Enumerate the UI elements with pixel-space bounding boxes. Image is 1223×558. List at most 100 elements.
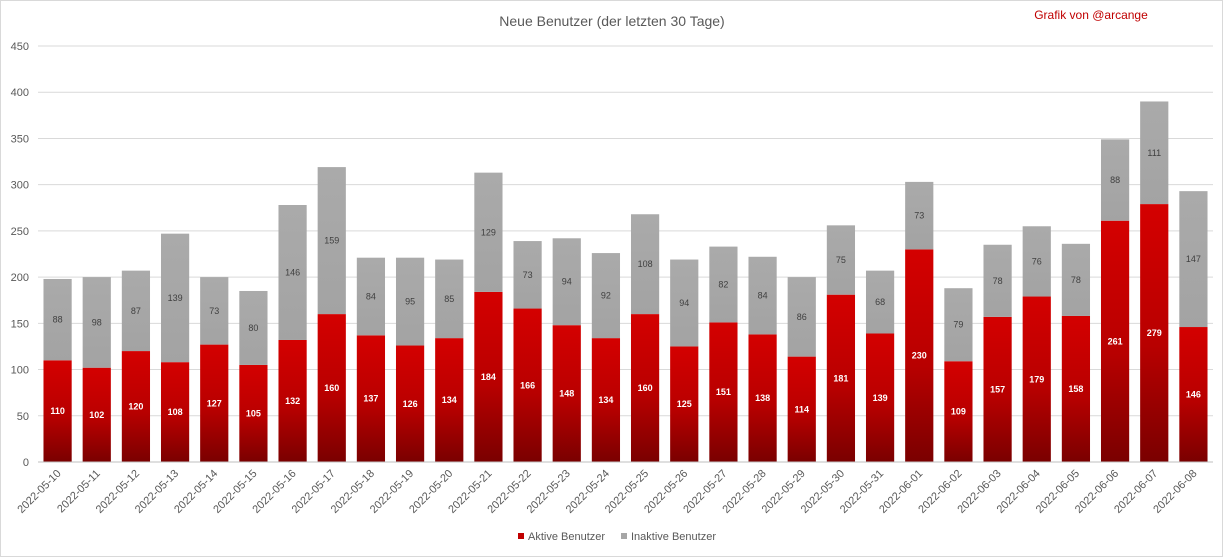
data-label-inactive: 86 xyxy=(797,312,807,322)
bar-inactive xyxy=(356,257,386,336)
legend-swatch-active xyxy=(518,533,524,539)
data-label-inactive: 80 xyxy=(248,323,258,333)
bar-inactive xyxy=(865,270,895,334)
data-label-inactive: 87 xyxy=(131,306,141,316)
data-label-active: 127 xyxy=(207,398,222,408)
data-label-active: 158 xyxy=(1068,384,1083,394)
y-tick-label: 0 xyxy=(23,457,29,469)
bar-active xyxy=(670,346,699,462)
bar-inactive xyxy=(983,244,1012,317)
bar-inactive xyxy=(82,277,111,368)
bar-active xyxy=(944,361,973,462)
data-label-inactive: 146 xyxy=(285,267,300,277)
data-label-active: 181 xyxy=(833,373,848,383)
data-label-active: 230 xyxy=(912,351,927,361)
data-label-inactive: 76 xyxy=(1032,256,1042,266)
bar-active xyxy=(709,322,738,462)
bar-inactive xyxy=(905,181,934,250)
bar-active xyxy=(630,314,660,462)
bar-active xyxy=(43,360,72,462)
bar-active xyxy=(1061,315,1091,462)
data-label-active: 138 xyxy=(755,393,770,403)
bar-active xyxy=(1022,296,1051,462)
y-tick-label: 250 xyxy=(11,226,29,238)
data-label-active: 102 xyxy=(89,410,104,420)
data-label-active: 148 xyxy=(559,389,574,399)
y-tick-label: 300 xyxy=(11,180,29,192)
y-tick-label: 100 xyxy=(11,365,29,377)
y-tick-label: 400 xyxy=(11,87,29,99)
y-tick-label: 150 xyxy=(11,318,29,330)
bar-inactive xyxy=(630,214,660,315)
bar-inactive xyxy=(709,246,738,323)
bar-active xyxy=(513,308,542,462)
y-tick-label: 50 xyxy=(17,411,29,423)
bar-active xyxy=(395,345,425,462)
data-label-active: 105 xyxy=(246,408,261,418)
data-label-active: 125 xyxy=(677,399,692,409)
bar-active xyxy=(826,294,856,462)
chart-credit: Grafik von @arcange xyxy=(1034,8,1148,22)
bar-inactive xyxy=(43,278,72,361)
bar-active xyxy=(748,334,777,462)
data-label-active: 160 xyxy=(324,383,339,393)
bar-active xyxy=(239,364,268,462)
data-label-inactive: 73 xyxy=(914,211,924,221)
bar-inactive xyxy=(395,257,425,346)
chart-title: Neue Benutzer (der letzten 30 Tage) xyxy=(499,13,724,29)
data-label-inactive: 75 xyxy=(836,255,846,265)
bar-active xyxy=(552,325,581,462)
data-label-inactive: 94 xyxy=(562,277,572,287)
bar-active xyxy=(121,351,151,462)
data-label-active: 109 xyxy=(951,407,966,417)
data-label-inactive: 88 xyxy=(53,315,63,325)
data-label-inactive: 73 xyxy=(523,270,533,280)
bar-inactive xyxy=(200,277,229,345)
y-tick-label: 200 xyxy=(11,272,29,284)
bar-active xyxy=(278,339,307,462)
bar-inactive xyxy=(552,238,581,326)
bar-inactive xyxy=(317,167,346,315)
data-label-inactive: 88 xyxy=(1110,175,1120,185)
legend-label-inactive: Inaktive Benutzer xyxy=(631,531,716,543)
legend-swatch-inactive xyxy=(621,533,627,539)
bar-active xyxy=(435,338,464,462)
bar-active xyxy=(905,249,934,462)
x-axis: 2022-05-102022-05-112022-05-122022-05-13… xyxy=(15,461,1213,516)
bar-inactive xyxy=(1022,226,1051,297)
data-label-inactive: 98 xyxy=(92,317,102,327)
bar-inactive xyxy=(826,225,856,295)
gridlines xyxy=(38,45,1213,463)
y-tick-label: 450 xyxy=(11,41,29,53)
bar-active xyxy=(82,367,111,462)
bar-inactive xyxy=(591,253,621,339)
data-label-inactive: 94 xyxy=(679,298,689,308)
data-label-inactive: 129 xyxy=(481,227,496,237)
legend-label-active: Aktive Benutzer xyxy=(528,531,605,543)
data-label-active: 151 xyxy=(716,387,731,397)
data-label-inactive: 78 xyxy=(1071,275,1081,285)
bar-active xyxy=(200,344,229,462)
y-tick-label: 350 xyxy=(11,133,29,145)
data-label-inactive: 147 xyxy=(1186,254,1201,264)
data-label-inactive: 82 xyxy=(718,280,728,290)
bar-inactive xyxy=(1179,191,1208,328)
bar-inactive xyxy=(239,290,268,365)
data-label-inactive: 79 xyxy=(953,320,963,330)
bar-active xyxy=(356,335,386,462)
data-label-active: 146 xyxy=(1186,390,1201,400)
bar-active xyxy=(983,316,1012,462)
bar-inactive xyxy=(435,259,464,339)
data-label-active: 108 xyxy=(168,407,183,417)
bar-active xyxy=(317,314,346,462)
bar-inactive xyxy=(748,256,777,335)
data-label-inactive: 68 xyxy=(875,297,885,307)
data-label-active: 157 xyxy=(990,384,1005,394)
data-label-active: 126 xyxy=(403,399,418,409)
data-label-active: 166 xyxy=(520,380,535,390)
data-label-inactive: 73 xyxy=(209,306,219,316)
bar-inactive xyxy=(787,277,816,357)
bar-active xyxy=(787,356,816,462)
data-label-active: 279 xyxy=(1147,328,1162,338)
